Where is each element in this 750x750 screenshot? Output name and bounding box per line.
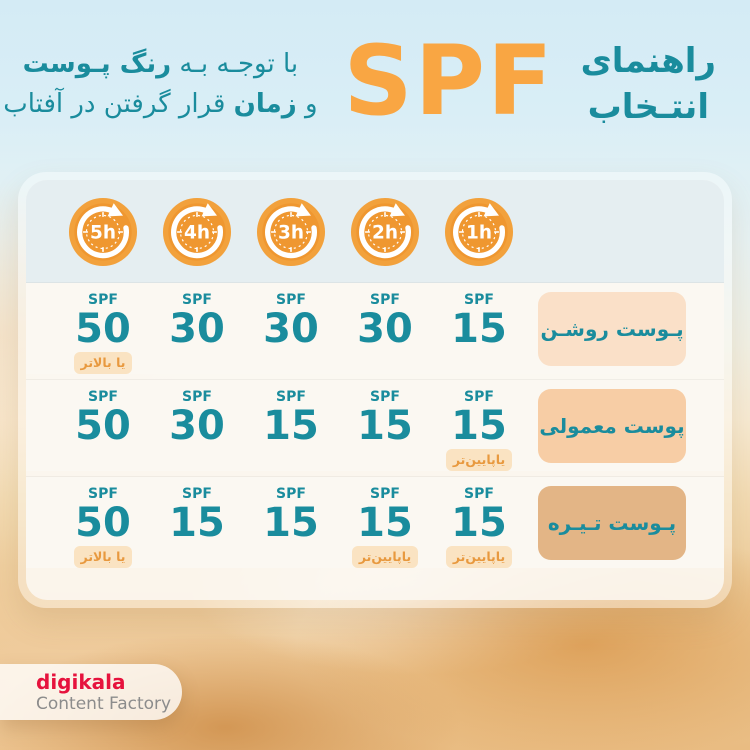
spf-cell: SPF 50 یا بالاتر xyxy=(56,283,150,374)
subtitle-line2-rest: قرار گرفتن در آفتاب xyxy=(3,89,234,119)
spf-cell: SPF 30 xyxy=(150,380,244,447)
duration-cell-1h: 1h xyxy=(432,197,526,267)
spf-cell: SPF 15 یاپایین‌تر xyxy=(432,380,526,471)
duration-cell-5h: 5h xyxy=(56,197,150,267)
spf-cell: SPF 15 xyxy=(244,477,338,544)
subtitle-line2-bold: زمان xyxy=(233,89,297,119)
duration-cell-4h: 4h xyxy=(150,197,244,267)
spf-cell-value: 30 xyxy=(263,306,319,352)
svg-text:5h: 5h xyxy=(90,222,116,243)
spf-cell-value: 50 xyxy=(75,403,131,449)
spf-cell-value: 15 xyxy=(357,403,413,449)
infographic-header: راهنمای انتـخاب SPF با توجـه بـه رنگ پـو… xyxy=(0,33,750,130)
page-subtitle: با توجـه بـه رنگ پـوست و زمان قرار گرفتن… xyxy=(3,44,317,124)
spf-row-0: SPF 50 یا بالاتر SPF 30 SPF 30 SPF 30 SPF 15 پـوست … xyxy=(26,283,724,374)
spf-cell-label: SPF xyxy=(276,292,306,308)
subtitle-line2-prefix: و xyxy=(296,89,318,119)
spf-cell: SPF 30 xyxy=(338,283,432,350)
spf-cell-badge: یا بالاتر xyxy=(73,352,133,374)
spf-cell-badge: یاپایین‌تر xyxy=(445,449,513,471)
svg-text:1h: 1h xyxy=(466,222,492,243)
spf-cell-label: SPF xyxy=(88,292,118,308)
spf-cell-value: 15 xyxy=(451,500,507,546)
spf-cell: SPF 50 xyxy=(56,380,150,447)
spf-cell-value: 15 xyxy=(263,500,319,546)
duration-clock-icon: 3h xyxy=(256,197,326,266)
spf-cell-label: SPF xyxy=(88,486,118,502)
skin-type-label: پـوست تـیـره xyxy=(538,485,686,560)
spf-table: 5h 4h 3h xyxy=(26,180,724,600)
spf-logo-text: SPF xyxy=(343,25,555,137)
spf-cell-label: SPF xyxy=(370,292,400,308)
spf-cell-label: SPF xyxy=(464,292,494,308)
spf-cell-label: SPF xyxy=(464,389,494,405)
spf-cell-label: SPF xyxy=(370,389,400,405)
skin-type-label: پوست معمولی xyxy=(538,388,686,463)
duration-clock-icon: 2h xyxy=(350,197,420,266)
skin-type-label: پـوست روشـن xyxy=(538,291,686,366)
duration-cell-2h: 2h xyxy=(338,197,432,267)
spf-cell-badge: یاپایین‌تر xyxy=(351,546,419,568)
spf-cell: SPF 15 xyxy=(244,380,338,447)
svg-text:2h: 2h xyxy=(372,222,398,243)
duration-clock-icon: 4h xyxy=(162,197,232,266)
spf-cell: SPF 30 xyxy=(150,283,244,350)
brand-pill: digikala Content Factory xyxy=(0,664,182,720)
page-title: راهنمای انتـخاب xyxy=(581,38,716,130)
subtitle-line1: با توجـه بـه رنگ پـوست xyxy=(3,44,317,84)
spf-cell-label: SPF xyxy=(276,486,306,502)
spf-cell-label: SPF xyxy=(464,486,494,502)
brand-tagline: Content Factory xyxy=(36,693,172,714)
spf-cell: SPF 50 یا بالاتر xyxy=(56,477,150,568)
spf-cell-value: 30 xyxy=(169,403,225,449)
spf-cell-label: SPF xyxy=(276,389,306,405)
spf-cell-value: 15 xyxy=(451,306,507,352)
spf-cell-label: SPF xyxy=(370,486,400,502)
brand-logo: digikala xyxy=(36,669,126,694)
spf-cell-label: SPF xyxy=(88,389,118,405)
spf-cell: SPF 15 xyxy=(150,477,244,544)
spf-cell: SPF 15 xyxy=(432,283,526,350)
duration-header: 5h 4h 3h xyxy=(26,180,724,283)
subtitle-line2: و زمان قرار گرفتن در آفتاب xyxy=(3,84,317,124)
spf-cell: SPF 30 xyxy=(244,283,338,350)
spf-rows: SPF 50 یا بالاتر SPF 30 SPF 30 SPF 30 SPF 15 پـوست … xyxy=(26,283,724,568)
duration-clock-icon: 1h xyxy=(444,197,514,266)
duration-cell-3h: 3h xyxy=(244,197,338,267)
spf-row-1: SPF 50 SPF 30 SPF 15 SPF 15 SPF 15 یاپایین‌تر پوست … xyxy=(26,380,724,471)
spf-cell: SPF 15 xyxy=(338,380,432,447)
spf-cell-badge: یاپایین‌تر xyxy=(445,546,513,568)
spf-cell-value: 50 xyxy=(75,500,131,546)
spf-cell-value: 15 xyxy=(169,500,225,546)
spf-cell-value: 15 xyxy=(357,500,413,546)
spf-cell-label: SPF xyxy=(182,486,212,502)
spf-cell-value: 30 xyxy=(169,306,225,352)
spf-cell-label: SPF xyxy=(182,389,212,405)
page-title-line2: انتـخاب xyxy=(587,87,709,127)
spf-cell-value: 15 xyxy=(451,403,507,449)
duration-clock-icon: 5h xyxy=(68,197,138,266)
spf-table-card: 5h 4h 3h xyxy=(18,172,732,608)
page-title-line1: راهنمای xyxy=(580,41,716,81)
spf-cell-value: 30 xyxy=(357,306,413,352)
spf-row-2: SPF 50 یا بالاتر SPF 15 SPF 15 SPF 15 یاپایین‌تر S… xyxy=(26,477,724,568)
spf-cell: SPF 15 یاپایین‌تر xyxy=(432,477,526,568)
spf-cell-label: SPF xyxy=(182,292,212,308)
spf-cell-value: 50 xyxy=(75,306,131,352)
spf-cell-badge: یا بالاتر xyxy=(73,546,133,568)
subtitle-line1-normal: با توجـه بـه xyxy=(171,49,299,79)
spf-cell-value: 15 xyxy=(263,403,319,449)
spf-cell: SPF 15 یاپایین‌تر xyxy=(338,477,432,568)
subtitle-line1-bold: رنگ پـوست xyxy=(22,49,172,79)
svg-text:3h: 3h xyxy=(278,222,304,243)
svg-text:4h: 4h xyxy=(184,222,210,243)
